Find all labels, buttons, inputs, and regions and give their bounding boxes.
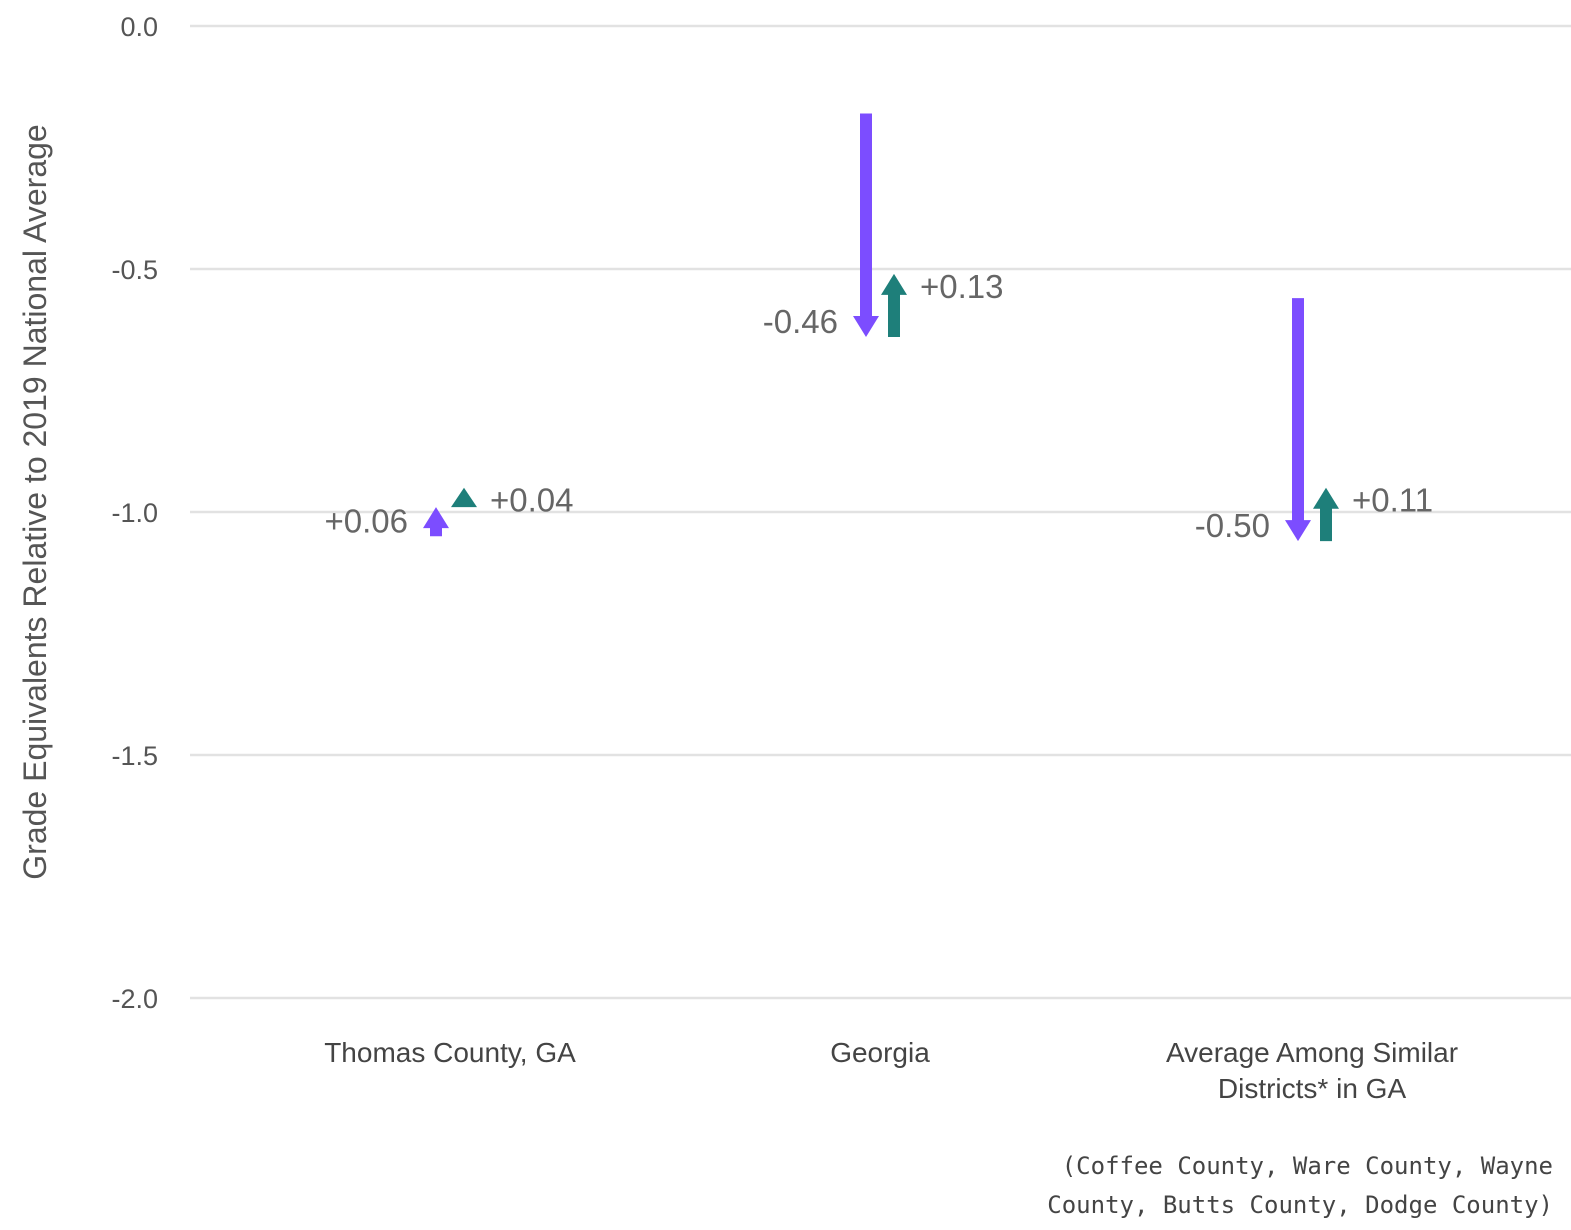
data-label: -0.50	[1195, 507, 1270, 544]
change-arrow: +0.06	[325, 502, 449, 539]
data-label: +0.06	[325, 502, 409, 539]
data-label: +0.04	[490, 482, 574, 519]
arrow-shape	[1285, 298, 1311, 542]
x-tick-label: Georgia	[830, 1037, 930, 1068]
arrow-shape	[881, 273, 907, 338]
y-tick-label: 0.0	[120, 12, 158, 42]
arrow-shape	[1313, 487, 1339, 542]
change-arrow: -0.46	[763, 113, 879, 340]
change-arrow: +0.13	[881, 268, 1004, 338]
data-label: +0.13	[920, 268, 1004, 305]
category-labels: Thomas County, GA Georgia Average Among Si…	[324, 1037, 1458, 1104]
change-arrow: +0.04	[451, 482, 574, 519]
x-tick-label: Thomas County, GA	[324, 1037, 576, 1068]
data-label: +0.11	[1352, 482, 1433, 519]
y-tick-label: -0.5	[111, 255, 158, 285]
arrow-shape	[853, 113, 879, 338]
y-axis-label: Grade Equivalents Relative to 2019 Natio…	[17, 124, 53, 879]
change-arrow: +0.11	[1313, 482, 1433, 542]
gridlines	[190, 24, 1571, 1000]
y-tick-label: -1.5	[111, 741, 158, 771]
arrow-shape	[423, 507, 449, 537]
footnote: (Coffee County, Ware County, Wayne County…	[1047, 1152, 1553, 1219]
arrow-shape	[451, 487, 477, 508]
y-axis-tick-labels: 0.0 -0.5 -1.0 -1.5 -2.0	[111, 12, 158, 1014]
footnote-text: (Coffee County, Ware County, Wayne County…	[1047, 1152, 1553, 1219]
data-label: -0.46	[763, 303, 838, 340]
y-tick-label: -1.0	[111, 498, 158, 528]
y-tick-label: -2.0	[111, 984, 158, 1014]
arrows: +0.06 -0.46 -0.50 +0.04 +0.13 +0.11	[325, 113, 1433, 544]
x-tick-label: Average Among Similar Districts* in GA	[1166, 1037, 1458, 1104]
change-arrow: -0.50	[1195, 298, 1311, 544]
